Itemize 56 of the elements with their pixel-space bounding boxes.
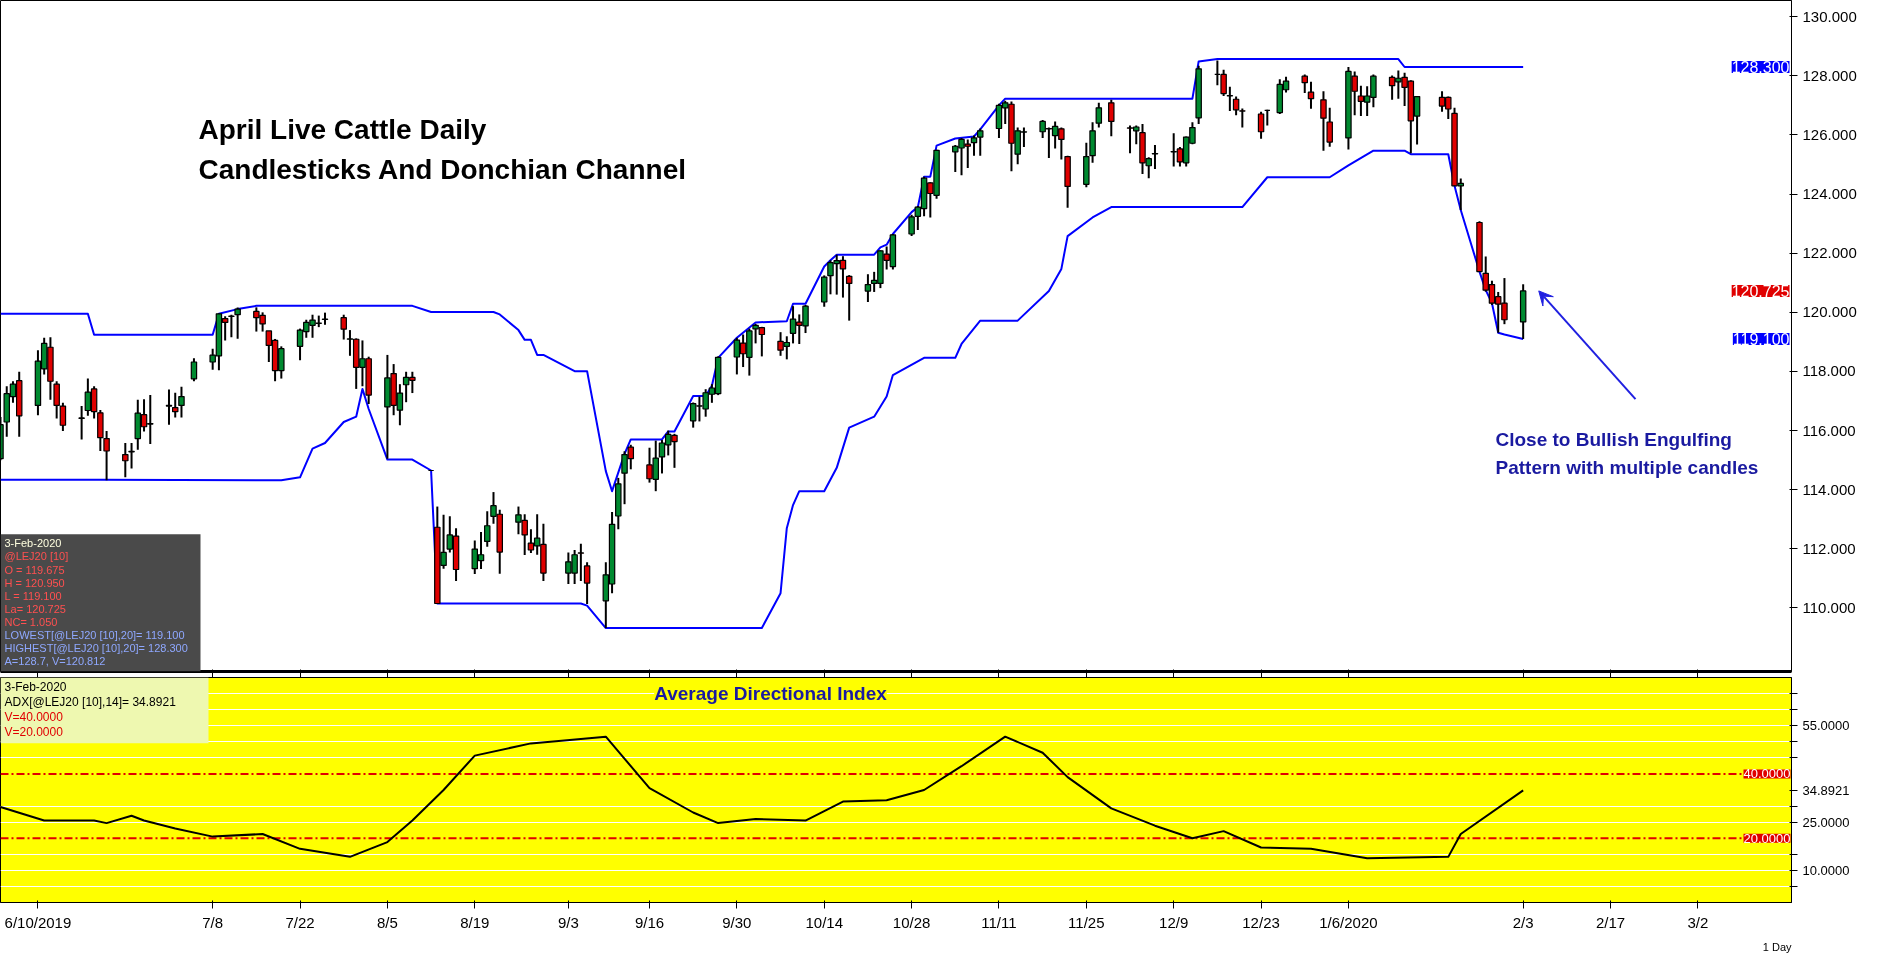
x-tick-label: 6/10/2019 <box>4 913 72 931</box>
x-tick-label: 8/19 <box>460 913 490 931</box>
y-tick-label: 112.000 <box>1802 539 1856 557</box>
x-tick-label: 10/14 <box>805 913 844 931</box>
y-tick-label: 116.000 <box>1802 421 1856 439</box>
x-tick-label: 1/6/2020 <box>1319 913 1378 931</box>
ref-line-label: 20.0000 <box>1743 830 1791 846</box>
text: 1 Day <box>1762 940 1792 953</box>
x-tick-label: 3/2 <box>1687 913 1709 931</box>
y-tick-label: 126.000 <box>1802 126 1857 143</box>
chart-title: Average Directional Index <box>654 683 888 705</box>
y-tick-label: 124.000 <box>1802 185 1857 203</box>
text: April Live Cattle Daily Candlesticks And Donchian Channel <box>198 113 686 185</box>
annotation: Close to Bullish Engulfing Pattern with multiple candles <box>1495 429 1759 478</box>
y-tick-label: 118.000 <box>1802 362 1856 380</box>
x-tick-label: 10/28 <box>892 913 931 931</box>
annotation: H = 120.950 <box>4 576 65 589</box>
y-tick-label: 10.0000 <box>1802 862 1850 878</box>
annotation: 119.100 <box>1732 330 1790 348</box>
annotation: O = 119.675 <box>4 563 65 576</box>
annotation: NC= 1.050 <box>4 616 58 628</box>
x-tick-label: 8/5 <box>376 913 398 931</box>
annotation: A=128.7, V=120.812 <box>4 655 106 668</box>
annotation: 120.725 <box>1731 282 1790 300</box>
annotation: L = 119.100 <box>4 589 62 602</box>
x-tick-label: 12/9 <box>1159 913 1189 931</box>
annotation: V=20.0000 <box>4 725 64 740</box>
text: ADX[@LEJ20 [10],14]= 34.8921 <box>4 695 177 710</box>
annotation: 3-Feb-2020 <box>4 537 62 550</box>
x-tick-label: 7/22 <box>285 913 315 931</box>
y-tick-label: 55.0000 <box>1802 718 1850 734</box>
y-tick-label: 128.000 <box>1802 66 1857 84</box>
y-tick-label: 110.000 <box>1802 598 1856 616</box>
y-tick-label: 25.0000 <box>1802 814 1850 830</box>
y-tick-label: 114.000 <box>1802 480 1856 498</box>
x-tick-label: 9/3 <box>557 913 579 931</box>
x-tick-label: 11/11 <box>981 913 1017 931</box>
annotation: HIGHEST[@LEJ20 [10],20]= 128.300 <box>4 642 188 655</box>
annotation: @LEJ20 [10] <box>4 550 69 563</box>
y-tick-label: 130.000 <box>1802 7 1857 25</box>
x-tick-label: 2/3 <box>1512 913 1534 931</box>
x-tick-label: 9/30 <box>722 913 752 931</box>
x-tick-label: 7/8 <box>202 913 224 931</box>
annotation: 3-Feb-2020 <box>4 680 67 695</box>
annotation: 128.300 <box>1731 59 1790 77</box>
x-tick-label: 2/17 <box>1595 913 1626 931</box>
y-tick-label: 34.8921 <box>1802 782 1850 798</box>
y-tick-label: 122.000 <box>1802 244 1857 262</box>
ref-line-label: 40.0000 <box>1743 766 1791 782</box>
annotation: LOWEST[@LEJ20 [10],20]= 119.100 <box>4 629 185 642</box>
y-tick-label: 120.000 <box>1802 303 1857 321</box>
x-tick-label: 11/25 <box>1068 913 1105 931</box>
annotation: La= 120.725 <box>4 602 66 615</box>
annotation: V=40.0000 <box>4 710 64 725</box>
x-tick-label: 9/16 <box>634 913 665 931</box>
x-tick-label: 12/23 <box>1242 913 1280 931</box>
